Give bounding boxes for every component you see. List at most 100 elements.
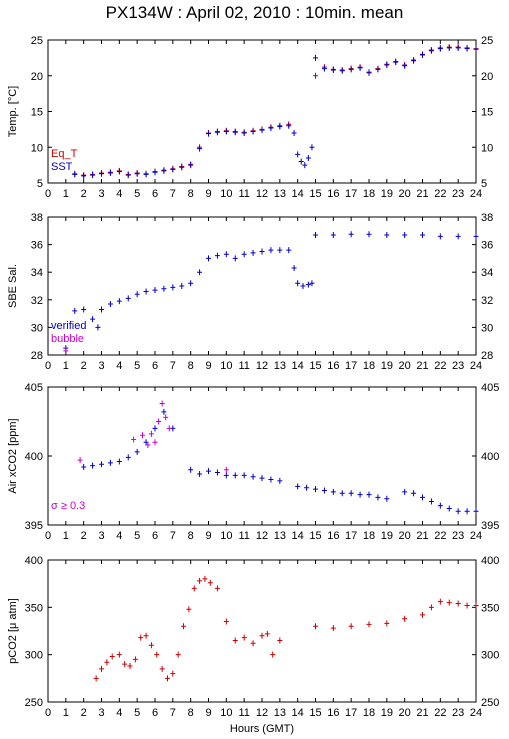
y-tick-label: 10 [31, 142, 43, 154]
data-point [152, 439, 158, 446]
data-point [138, 634, 144, 641]
x-tick-label: 8 [188, 360, 194, 372]
data-point [384, 495, 390, 502]
y-tick-label: 20 [31, 71, 43, 83]
data-point [295, 151, 301, 158]
x-tick-label: 18 [363, 360, 375, 372]
data-point [223, 472, 229, 479]
x-tick-label: 6 [152, 530, 158, 542]
x-tick-label: 20 [399, 530, 411, 542]
plot-frame [47, 386, 477, 526]
data-point [305, 281, 311, 288]
data-point [81, 172, 87, 179]
data-point [313, 231, 318, 238]
x-tick-label: 11 [238, 707, 249, 719]
x-tick-label: 13 [274, 360, 286, 372]
y-tick-label-right: 300 [481, 650, 499, 662]
data-point [375, 66, 381, 73]
x-tick-label: 18 [363, 188, 375, 200]
x-tick-label: 19 [381, 360, 393, 372]
data-point [241, 634, 247, 641]
data-point [202, 575, 208, 582]
x-tick-label: 21 [416, 360, 428, 372]
x-tick-label: 8 [188, 188, 194, 200]
data-point [148, 642, 154, 649]
x-tick-label: 21 [416, 188, 428, 200]
x-tick-label: 0 [45, 188, 51, 200]
data-point [197, 269, 203, 276]
data-point [305, 154, 311, 161]
x-tick-label: 19 [381, 188, 393, 200]
data-point [313, 486, 318, 493]
y-tick-label: 25 [31, 35, 43, 47]
data-point [125, 172, 131, 179]
data-point [179, 164, 185, 171]
data-point [99, 306, 104, 313]
data-point [214, 469, 220, 476]
x-tick-label: 6 [152, 188, 158, 200]
data-point [384, 231, 390, 238]
panel-0: 0 1 2 3 4 5 6 7 8 9 10 11 12 13 14 15 16 17 18 19 20 21 22 23 24… [7, 35, 493, 200]
y-tick-label: 34 [31, 267, 43, 279]
x-tick-label: 23 [452, 707, 464, 719]
data-point [232, 129, 238, 136]
data-point [188, 162, 194, 169]
x-tick-label: 12 [256, 360, 268, 372]
x-tick-label: 22 [434, 360, 446, 372]
x-tick-label: 2 [81, 360, 87, 372]
data-point [437, 598, 443, 605]
y-tick-label-right: 32 [481, 295, 493, 307]
series-0 [63, 231, 479, 352]
panel-3: 0 1 2 3 4 5 6 7 8 9 10 11 12 13 14 15 16 17 18 19 20 21 22 23 24… [7, 555, 499, 735]
data-point [428, 604, 434, 611]
data-point [104, 659, 110, 666]
data-point [140, 432, 146, 439]
x-tick-label: 6 [152, 707, 158, 719]
data-point [298, 158, 304, 165]
x-tick-label: 4 [116, 188, 122, 200]
data-point [152, 425, 158, 432]
data-point [437, 502, 443, 509]
data-point [446, 599, 452, 606]
annotation: σ ≥ 0.3 [51, 500, 85, 512]
data-point [170, 166, 176, 173]
x-tick-label: 17 [345, 360, 357, 372]
data-point [473, 602, 479, 609]
data-point [90, 316, 96, 323]
data-point [164, 675, 170, 682]
series-0 [72, 44, 479, 179]
data-point [223, 466, 229, 473]
data-point [420, 611, 425, 618]
data-point [277, 637, 283, 644]
data-point [77, 457, 83, 464]
x-tick-label: 14 [292, 707, 304, 719]
x-tick-label: 17 [345, 188, 357, 200]
x-tick-label: 4 [116, 707, 122, 719]
data-point [116, 651, 122, 658]
x-tick-label: 0 [45, 360, 51, 372]
data-point [309, 280, 315, 287]
x-tick-label: 1 [63, 360, 69, 372]
data-point [152, 169, 158, 176]
data-point [99, 461, 104, 468]
data-point [125, 454, 131, 461]
legend-entry: verified [51, 320, 86, 332]
x-tick-label: 22 [434, 530, 446, 542]
y-axis-label: SBE Sal. [7, 264, 19, 308]
data-point [223, 618, 229, 625]
series-1 [72, 44, 479, 179]
data-point [384, 62, 390, 69]
data-point [197, 470, 203, 477]
data-point [428, 47, 434, 54]
data-point [411, 57, 417, 64]
series-0 [81, 408, 479, 515]
x-tick-label: 16 [327, 707, 339, 719]
data-point [402, 62, 408, 69]
legend-entry: Eq_T [51, 148, 78, 160]
legend-entry: bubble [51, 333, 84, 345]
x-tick-label: 21 [416, 707, 428, 719]
x-tick-label: 5 [134, 530, 140, 542]
x-tick-label: 2 [81, 530, 87, 542]
x-tick-label: 1 [63, 707, 69, 719]
data-point [357, 491, 363, 498]
